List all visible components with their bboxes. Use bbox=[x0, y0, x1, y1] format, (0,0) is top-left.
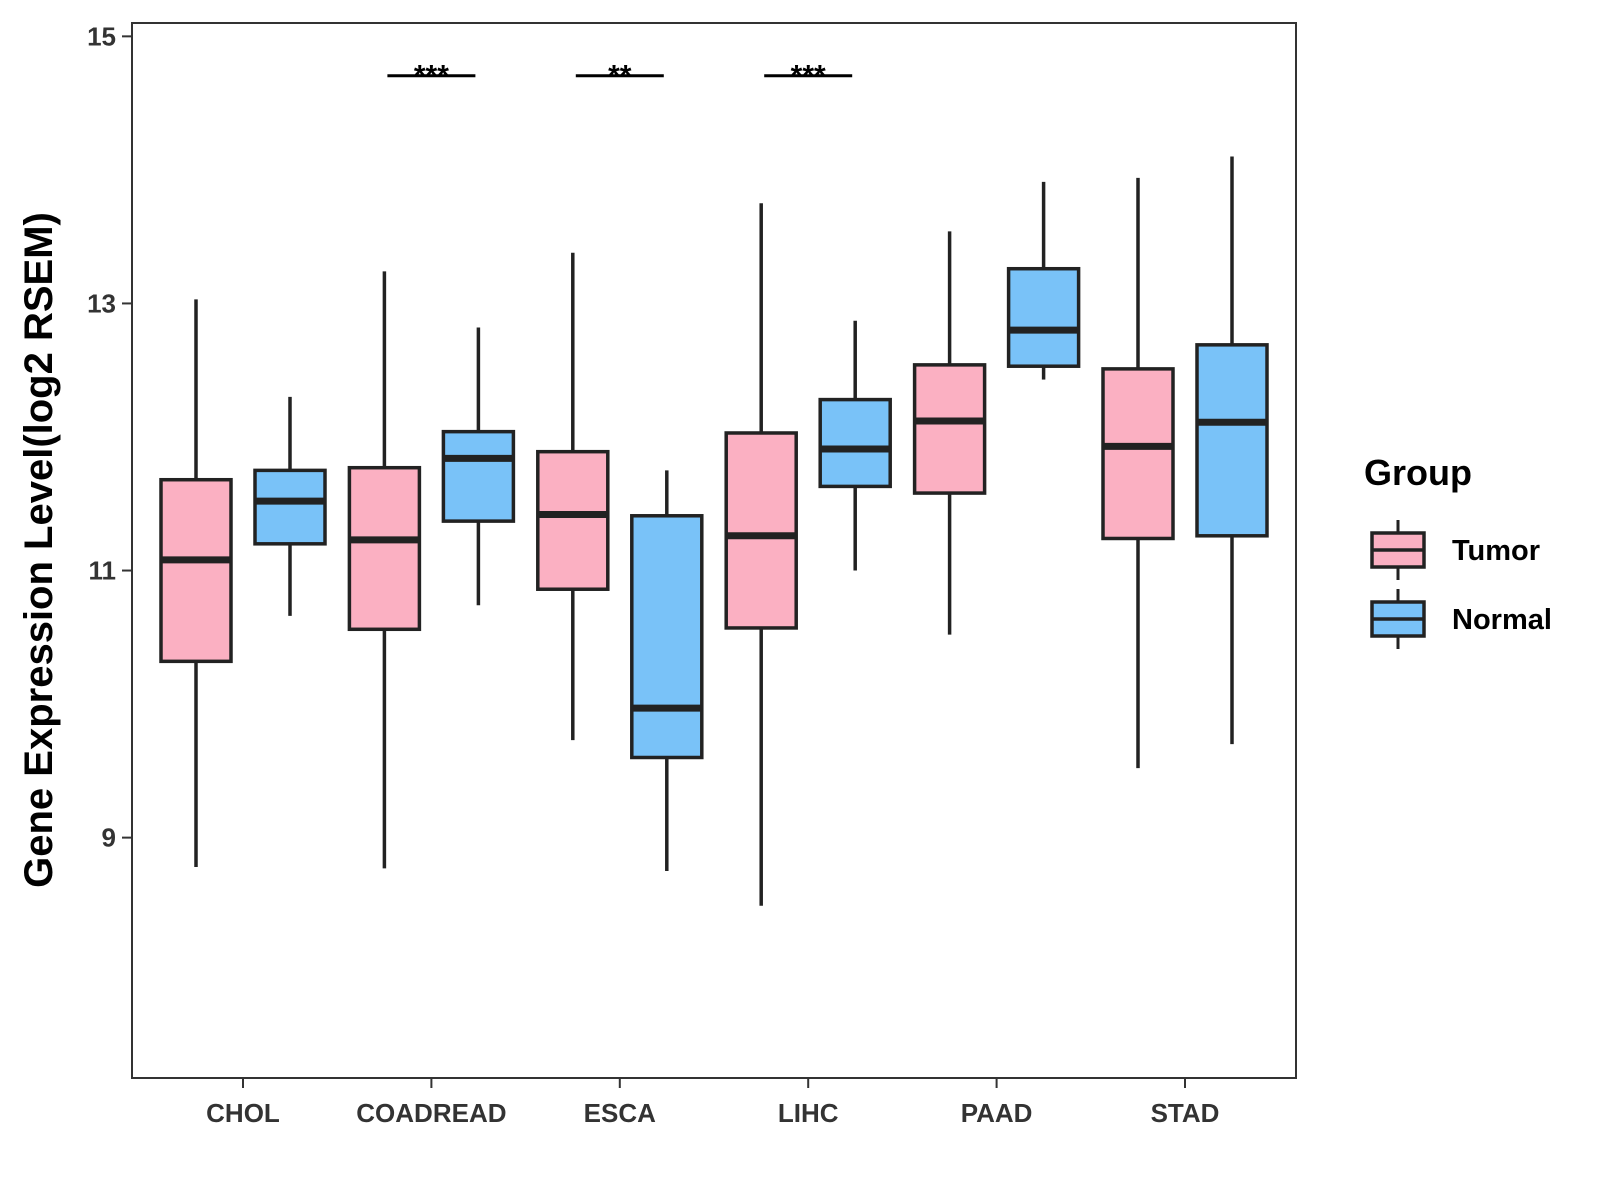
significance-label: *** bbox=[414, 60, 449, 93]
box-body bbox=[1195, 343, 1269, 538]
x-tick-label-paad: PAAD bbox=[961, 1098, 1033, 1128]
box-body bbox=[347, 465, 422, 632]
box-body bbox=[441, 429, 516, 523]
legend-label-tumor: Tumor bbox=[1452, 535, 1540, 567]
box-body bbox=[253, 468, 327, 546]
significance-lihc: *** bbox=[764, 60, 853, 93]
significance-label: ** bbox=[608, 60, 632, 93]
box-normal-lihc bbox=[818, 320, 892, 571]
x-tick-label-esca: ESCA bbox=[584, 1098, 656, 1128]
box-series bbox=[159, 156, 1269, 906]
y-axis-title: Gene Expression Level(log2 RSEM) bbox=[17, 212, 61, 888]
box-normal-chol bbox=[253, 396, 327, 616]
box-tumor-coadread bbox=[347, 271, 422, 869]
y-tick-label-15: 15 bbox=[87, 21, 116, 51]
box-normal-stad bbox=[1195, 156, 1269, 745]
box-tumor-lihc bbox=[724, 203, 798, 906]
significance-label: *** bbox=[791, 60, 826, 93]
legend: Group Tumor Normal bbox=[1364, 452, 1552, 649]
box-tumor-chol bbox=[159, 299, 233, 867]
y-tick-label-13: 13 bbox=[87, 288, 116, 318]
box-body bbox=[630, 514, 704, 760]
x-tick-label-lihc: LIHC bbox=[778, 1098, 839, 1128]
box-body bbox=[1006, 266, 1081, 368]
x-axis: CHOL COADREAD ESCA LIHC PAAD STAD bbox=[206, 1078, 1219, 1128]
significance-annotations: *** ** *** bbox=[387, 60, 853, 93]
plot-panel bbox=[131, 22, 1297, 1079]
x-tick-label-chol: CHOL bbox=[206, 1098, 280, 1128]
box-tumor-esca bbox=[536, 252, 610, 741]
box-body bbox=[724, 431, 798, 630]
box-body bbox=[1101, 367, 1175, 541]
box-tumor-stad bbox=[1101, 177, 1175, 769]
legend-entry-normal: Normal bbox=[1370, 589, 1552, 649]
legend-title: Group bbox=[1364, 452, 1472, 493]
box-normal-paad bbox=[1006, 181, 1081, 380]
box-body bbox=[536, 449, 610, 591]
y-axis: 9 11 13 15 bbox=[87, 21, 132, 853]
y-tick-label-9: 9 bbox=[102, 823, 116, 853]
legend-label-normal: Normal bbox=[1452, 604, 1552, 636]
box-normal-coadread bbox=[441, 327, 516, 606]
significance-coadread: *** bbox=[387, 60, 476, 93]
x-tick-label-coadread: COADREAD bbox=[356, 1098, 506, 1128]
box-normal-esca bbox=[630, 470, 704, 872]
y-tick-label-11: 11 bbox=[89, 556, 117, 586]
box-tumor-paad bbox=[912, 231, 987, 635]
legend-entry-tumor: Tumor bbox=[1370, 520, 1540, 580]
box-body bbox=[818, 397, 892, 489]
significance-esca: ** bbox=[575, 60, 664, 93]
box-body bbox=[912, 363, 987, 495]
legend-entries: Tumor Normal bbox=[1370, 520, 1552, 649]
x-tick-label-stad: STAD bbox=[1151, 1098, 1220, 1128]
box-body bbox=[159, 477, 233, 664]
